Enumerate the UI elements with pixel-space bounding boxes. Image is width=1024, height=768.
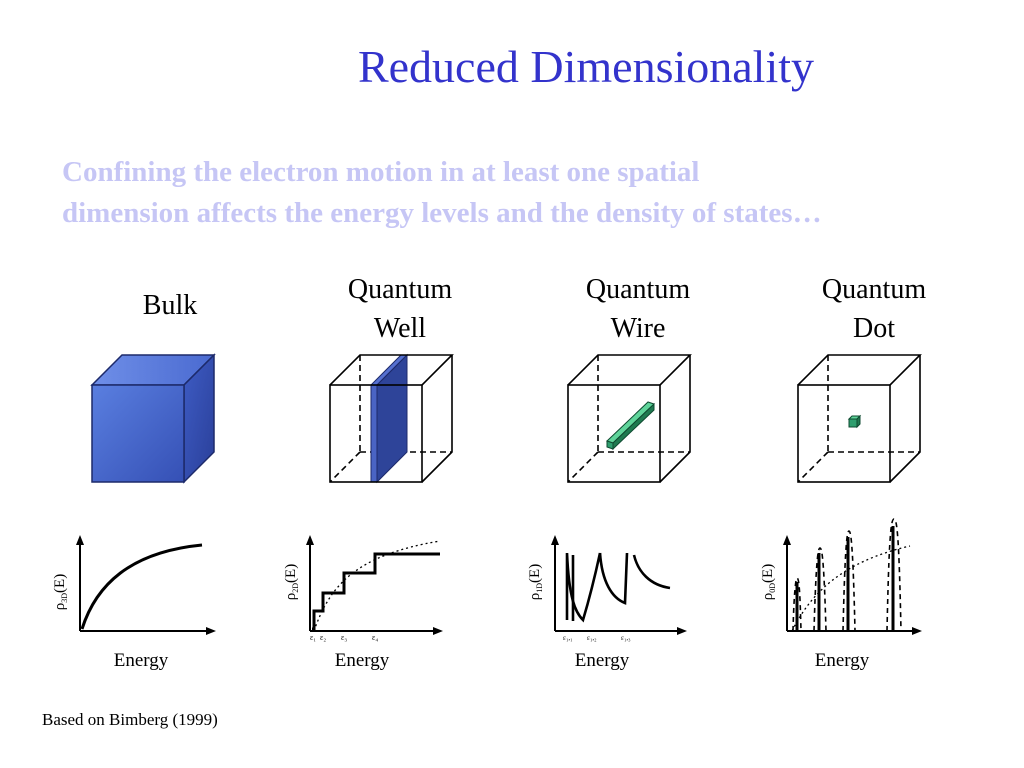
- dot-broad-peak-1: [792, 577, 802, 632]
- well-bulk-reference-curve: [313, 540, 441, 632]
- quantum-dot-label: Quantum Dot: [784, 270, 964, 348]
- quantum-well-label-line-2: Well: [373, 313, 427, 344]
- bulk-x-arrow: [206, 627, 216, 635]
- wire-x-label: Energy: [574, 650, 630, 671]
- bulk-dos-curve: [80, 543, 203, 630]
- wire-dos-peak-2: [598, 552, 629, 605]
- wire-rod: [606, 401, 655, 451]
- wire-rod-side: [612, 402, 655, 451]
- well-tick-e3: ε₃: [341, 633, 347, 642]
- dot-box-front: [848, 418, 858, 428]
- dot-broad-peak-3: [842, 530, 856, 632]
- dot-top-edges: [797, 354, 922, 386]
- wire-tick-e12: ε₁,₂: [587, 634, 597, 642]
- wire-x-arrow: [677, 627, 687, 635]
- well-x-label: Energy: [334, 650, 390, 671]
- bulk-y-label: ρ3D(E): [52, 574, 69, 610]
- quantum-dot-label-line-2: Dot: [853, 313, 895, 344]
- well-x-arrow: [433, 627, 443, 635]
- wire-tick-e13: ε₁,₃: [621, 634, 631, 642]
- bulk-x-label: Energy: [113, 650, 169, 671]
- bulk-cube: [90, 353, 216, 484]
- bulk-cube-front: [91, 384, 185, 483]
- dot-x-label: Energy: [814, 650, 870, 671]
- source-credit: Based on Bimberg (1999): [42, 710, 218, 729]
- dot-hidden-edge-d: [797, 451, 829, 483]
- quantum-wire-cube: [567, 354, 692, 483]
- dot-y-label: ρ0D(E): [760, 564, 777, 600]
- quantum-well-label: Quantum Well: [310, 270, 490, 348]
- dot-dos-plot: [783, 518, 922, 635]
- wire-dos-plot: [551, 535, 687, 635]
- wire-dos-peak-3: [632, 554, 671, 590]
- well-tick-e4: ε₄: [372, 633, 378, 642]
- subtitle-line-1: Confining the electron motion in at leas…: [62, 156, 700, 188]
- subtitle-line-2: dimension affects the energy levels and …: [62, 197, 822, 229]
- quantum-dot-cube: [797, 354, 922, 483]
- wire-front-face: [567, 384, 661, 483]
- well-slab-front: [370, 384, 378, 483]
- well-y-arrow: [306, 535, 314, 545]
- dot-delta-peaks: [795, 526, 895, 631]
- bulk-dos-plot: [76, 535, 216, 635]
- dot-box: [847, 414, 862, 429]
- wire-y-arrow: [551, 535, 559, 545]
- well-dos-plot: [306, 535, 443, 635]
- well-tick-e2: ε₂: [320, 633, 326, 642]
- wire-rod-end: [606, 440, 614, 450]
- wire-tick-e11: ε₁,₁: [563, 634, 573, 642]
- dot-right-edges: [889, 355, 921, 483]
- wire-dos-peak-1: [565, 552, 602, 623]
- dot-broadened-peaks: [792, 518, 902, 632]
- well-front-face: [329, 384, 423, 483]
- well-hidden-edge-d: [329, 451, 361, 483]
- subtitle: Confining the electron motion in at leas…: [62, 152, 1002, 234]
- well-tick-e1: ε₁: [310, 633, 316, 642]
- wire-y-label: ρ1D(E): [527, 564, 544, 600]
- well-top-edges: [329, 354, 454, 386]
- wire-rod-top: [606, 401, 655, 444]
- dot-broad-peak-4: [886, 518, 902, 632]
- well-y-label: ρ2D(E): [283, 564, 300, 600]
- bulk-label: Bulk: [80, 286, 260, 325]
- wire-hidden-edge-d: [567, 451, 599, 483]
- wire-top-edges: [567, 354, 692, 386]
- dot-y-arrow: [783, 535, 791, 545]
- bulk-y-arrow: [76, 535, 84, 545]
- quantum-well-label-line-1: Quantum: [347, 274, 453, 305]
- page-title: Reduced Dimensionality: [357, 41, 815, 92]
- quantum-dot-label-line-1: Quantum: [821, 274, 927, 305]
- dot-x-arrow: [912, 627, 922, 635]
- well-right-edges: [421, 355, 453, 483]
- quantum-wire-label-line-2: Wire: [610, 313, 666, 344]
- quantum-well-cube: [329, 353, 454, 484]
- wire-right-edges: [659, 355, 691, 483]
- quantum-wire-label: Quantum Wire: [548, 270, 728, 348]
- well-dos-staircase: [312, 552, 440, 631]
- dot-broad-peak-2: [813, 547, 827, 632]
- wire-tick-labels: ε₁,₁ ε₁,₂ ε₁,₃: [563, 634, 631, 642]
- quantum-wire-label-line-1: Quantum: [585, 274, 691, 305]
- well-tick-labels: ε₁ ε₂ ε₃ ε₄: [310, 633, 378, 642]
- bulk-label-line-1: Bulk: [142, 290, 198, 321]
- dot-front-face: [797, 384, 891, 483]
